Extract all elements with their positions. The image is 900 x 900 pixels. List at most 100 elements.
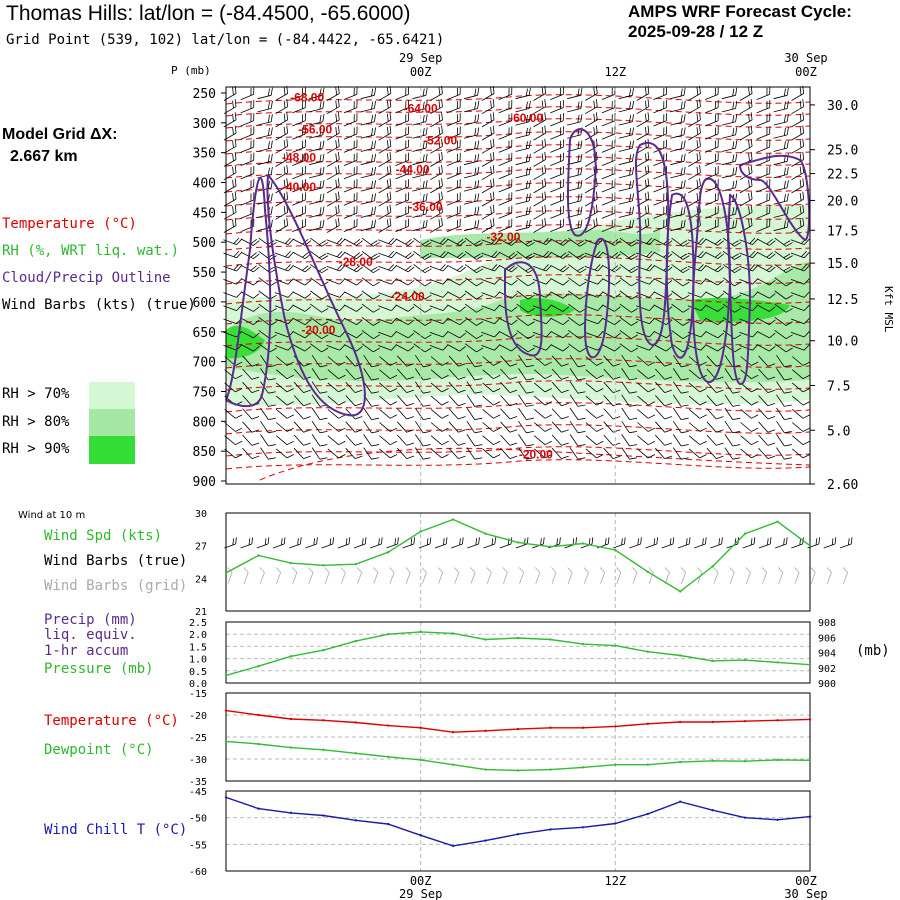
grid-wind-barb: [583, 567, 589, 584]
wind-barb: [446, 86, 461, 100]
wind-barb: [774, 316, 793, 326]
wind-barb: [516, 277, 535, 287]
wind-chill-line-point: [516, 833, 520, 836]
wind-barb: [584, 217, 598, 233]
wind-barb: [482, 369, 501, 380]
wind-barb: [688, 422, 707, 432]
wind-barb: [311, 381, 328, 394]
bottom-date-0: 29 Sep: [399, 887, 442, 900]
wind-barb: [240, 344, 260, 352]
wind-barb: [292, 317, 312, 326]
wind-barb: [447, 344, 466, 352]
wind-barb: [344, 317, 363, 326]
temperature-line-point: [322, 719, 325, 722]
wind-barb: [463, 153, 480, 166]
wind-barb: [567, 100, 583, 113]
wind-barb: [327, 408, 346, 419]
wind-barb: [773, 219, 789, 232]
surface-wind-barb: [240, 537, 254, 549]
surface-wind-barb: [256, 537, 270, 549]
wind-barb: [637, 369, 656, 380]
legend-wind-barbs-grid: Wind Barbs (grid): [44, 578, 188, 594]
wind-chill-line-point: [257, 807, 260, 810]
wind-barb: [309, 166, 325, 179]
wind-barb: [618, 140, 635, 152]
wind-barb: [636, 125, 650, 141]
wind-barb: [688, 125, 701, 141]
isotherm-5: [225, 156, 811, 167]
wind-barb: [429, 278, 449, 285]
wind-barb: [463, 100, 480, 113]
wind-barb: [395, 165, 410, 180]
wind-barb: [636, 85, 650, 101]
wind-barb: [448, 447, 466, 459]
wind-barb: [706, 434, 724, 446]
wind-barb: [361, 330, 381, 340]
wind-barb: [516, 250, 535, 260]
wind-barb: [500, 368, 518, 380]
legend-temperature-2m: Temperature (°C): [44, 713, 179, 729]
isotherm-19: [225, 402, 811, 413]
surface-wind-barb: [386, 537, 399, 549]
cloud-outline-1: [266, 174, 366, 417]
wind-barb: [414, 354, 431, 368]
wind-barb: [395, 264, 415, 273]
wind-barb: [670, 127, 686, 139]
y-tick-2: -55: [189, 840, 207, 851]
cloud-outline-3: [567, 128, 597, 237]
wind-speed-line-point: [679, 590, 682, 593]
wind-barb: [481, 191, 495, 207]
wind-barb: [758, 421, 776, 433]
wind-barb: [363, 368, 380, 381]
isotherm-21: [225, 446, 811, 457]
wind-barb: [257, 219, 273, 232]
wind-barb: [756, 264, 776, 273]
wind-barb: [413, 264, 432, 274]
wind-barb: [672, 354, 689, 368]
isotherm-15: [225, 314, 811, 325]
surface-wind-barb: [839, 537, 853, 549]
wind-barb: [293, 408, 311, 420]
wind-barb: [498, 344, 518, 352]
legend-pressure: Pressure (mb): [44, 661, 154, 677]
wind-barb: [739, 344, 759, 351]
wind-barb: [242, 368, 260, 380]
y-tick-0: -45: [189, 787, 207, 798]
wind-barb: [397, 447, 415, 459]
wind-barb: [518, 434, 534, 447]
wind-barb: [722, 316, 742, 326]
wind-barb: [466, 381, 483, 394]
wind-barb: [774, 250, 793, 260]
wind-barb: [551, 368, 569, 380]
wind-barb: [518, 407, 534, 420]
wind-barb: [515, 127, 531, 139]
wind-barb: [500, 355, 518, 367]
wind-barb: [790, 291, 810, 298]
wind-barb: [395, 218, 410, 232]
wind-barb: [756, 192, 771, 206]
height-tick-9: 5.0: [827, 424, 850, 439]
isotherm-17: [225, 358, 811, 369]
wind-barb: [378, 264, 397, 272]
wind-barb: [463, 166, 480, 179]
wind-barb: [791, 369, 810, 380]
y2-tick-0: 908: [818, 618, 836, 629]
wind-barb: [447, 251, 466, 260]
pressure-line-point: [549, 638, 552, 641]
dewpoint-line-point: [354, 752, 357, 755]
wind-speed-line-point: [354, 562, 357, 566]
surface-wind-barb: [467, 537, 480, 549]
legend-wind-speed: Wind Spd (kts): [44, 528, 163, 544]
wind-barb: [756, 317, 776, 326]
wind-barb: [774, 277, 793, 287]
wind-speed-line-point: [776, 520, 779, 523]
wind-barb: [360, 153, 377, 166]
wind-barb: [481, 178, 495, 194]
wind-barb: [430, 151, 443, 167]
isotherm-7: [225, 182, 811, 193]
wind-barb: [378, 250, 397, 259]
wind-barb: [636, 291, 655, 298]
wind-barb: [326, 344, 346, 351]
grid-wind-barb: [291, 567, 298, 584]
height-tick-5: 15.0: [827, 257, 858, 272]
